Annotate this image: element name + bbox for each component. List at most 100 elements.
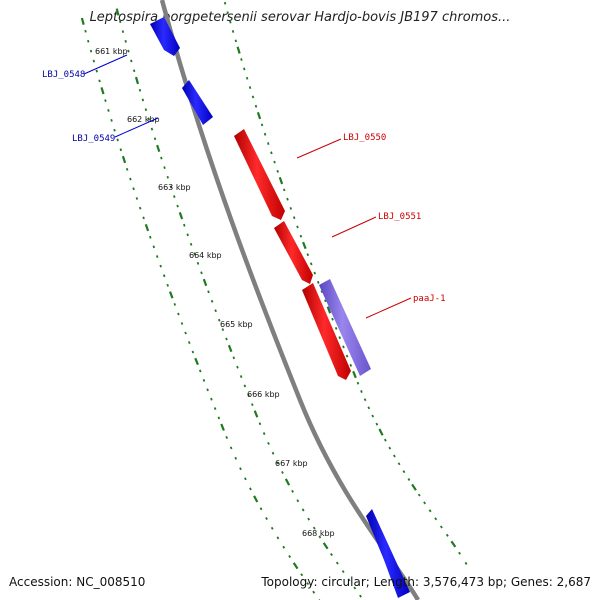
minor-tick	[149, 235, 152, 239]
gene-paaj-1-highlight[interactable]	[319, 279, 371, 376]
minor-tick	[240, 58, 243, 61]
minor-tick	[464, 561, 468, 565]
minor-tick	[125, 167, 129, 171]
minor-tick	[258, 422, 262, 426]
major-tick	[115, 8, 120, 16]
minor-tick	[356, 381, 360, 385]
minor-tick	[262, 432, 266, 436]
minor-tick	[176, 204, 179, 208]
major-tick	[322, 542, 329, 550]
major-tick	[80, 17, 85, 25]
minor-tick	[282, 188, 286, 192]
major-tick	[100, 87, 105, 95]
minor-tick	[162, 274, 166, 278]
minor-tick	[363, 398, 367, 402]
kbp-label-662: 662 kbp	[127, 115, 160, 124]
minor-tick	[198, 369, 202, 373]
major-tick	[144, 223, 150, 232]
minor-tick	[263, 132, 267, 136]
minor-tick	[417, 493, 421, 497]
major-tick	[194, 357, 199, 366]
gene-paaj-1[interactable]	[302, 283, 351, 380]
minor-tick	[119, 20, 122, 24]
minor-tick	[282, 545, 286, 549]
gene-lbj-0549[interactable]	[182, 80, 213, 125]
minor-tick	[260, 123, 264, 127]
minor-tick	[286, 197, 289, 201]
minor-tick	[301, 508, 305, 512]
gene-label-paaj-1[interactable]: paaJ-1	[413, 294, 446, 304]
major-tick	[411, 483, 417, 491]
minor-tick	[320, 290, 324, 293]
minor-tick	[229, 446, 233, 450]
minor-tick	[270, 151, 273, 155]
minor-tick	[132, 187, 135, 191]
gene-lbj-0548[interactable]	[150, 17, 180, 56]
minor-tick	[254, 104, 258, 108]
major-tick	[178, 212, 184, 220]
minor-tick	[312, 590, 316, 594]
kbp-label-665: 665 kbp	[220, 320, 253, 329]
minor-tick	[104, 99, 107, 103]
minor-tick	[152, 245, 156, 249]
minor-tick	[265, 517, 268, 521]
tick-rows	[80, 1, 468, 600]
minor-tick	[150, 127, 154, 131]
minor-tick	[309, 262, 313, 266]
gene-lbj-0550[interactable]	[234, 129, 285, 220]
gene-label-lbj-0551[interactable]: LBJ_0551	[378, 212, 421, 222]
minor-tick	[210, 299, 214, 303]
minor-tick	[132, 69, 136, 73]
minor-tick	[251, 403, 254, 407]
minor-tick	[318, 535, 322, 539]
major-tick	[253, 495, 259, 503]
minor-tick	[388, 446, 392, 450]
minor-tick	[217, 318, 221, 322]
minor-tick	[407, 478, 411, 481]
minor-tick	[214, 309, 217, 313]
minor-tick	[334, 326, 338, 330]
minor-tick	[267, 142, 270, 145]
minor-tick	[166, 283, 169, 287]
gene-label-lbj-0548[interactable]: LBJ_0548	[42, 70, 85, 80]
minor-tick	[300, 573, 304, 577]
minor-tick	[445, 533, 449, 537]
gene-label-lbj-0549[interactable]: LBJ_0549	[72, 134, 115, 144]
minor-tick	[234, 456, 238, 460]
minor-tick	[144, 108, 148, 112]
gene-unlabeled-reverse[interactable]	[366, 509, 410, 598]
minor-tick	[276, 536, 280, 540]
minor-tick	[267, 442, 270, 445]
minor-tick	[221, 328, 225, 332]
minor-tick	[173, 195, 176, 198]
kbp-label-664: 664 kbp	[189, 251, 222, 260]
minor-tick	[184, 331, 187, 335]
minor-tick	[353, 586, 357, 590]
major-tick	[284, 478, 291, 486]
minor-tick	[239, 375, 243, 379]
minor-tick	[173, 302, 177, 306]
minor-tick	[98, 79, 101, 83]
gene-label-lbj-0550[interactable]: LBJ_0550	[343, 133, 386, 143]
minor-tick	[244, 477, 247, 481]
minor-tick	[135, 197, 139, 200]
map-title: Leptospira borgpetersenii serovar Hardjo…	[89, 10, 511, 25]
kbp-label-668: 668 kbp	[302, 529, 335, 538]
minor-tick	[324, 299, 327, 303]
major-tick	[202, 278, 208, 287]
kbp-label-667: 667 kbp	[275, 459, 308, 468]
minor-tick	[281, 470, 284, 474]
minor-tick	[243, 67, 246, 71]
minor-tick	[345, 354, 349, 358]
minor-tick	[116, 138, 119, 142]
minor-tick	[119, 148, 123, 152]
minor-tick	[341, 570, 345, 574]
minor-tick	[110, 118, 113, 122]
major-tick	[302, 241, 307, 250]
minor-tick	[127, 49, 130, 53]
kbp-label-663: 663 kbp	[158, 183, 191, 192]
minor-tick	[458, 551, 461, 555]
minor-tick	[402, 470, 406, 474]
gene-lbj-0551[interactable]	[274, 221, 313, 284]
